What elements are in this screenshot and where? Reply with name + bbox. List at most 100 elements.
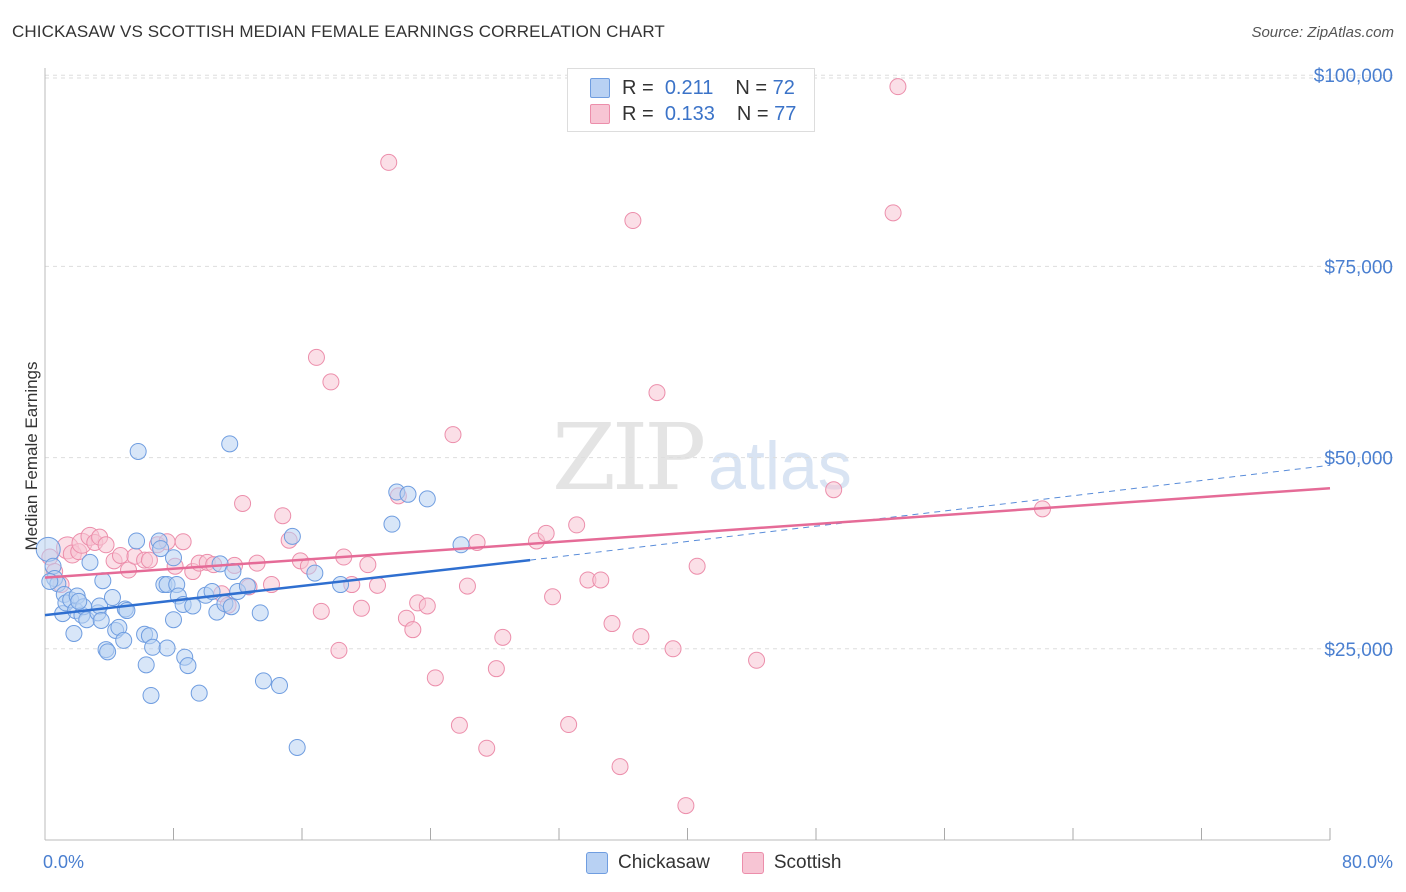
chickasaw-point [383, 515, 401, 533]
bottom-legend-label: Chickasaw [618, 852, 710, 873]
legend-r-value: 0.133 [664, 102, 715, 125]
chickasaw-point [306, 564, 324, 582]
legend-r-label: R = [622, 102, 654, 125]
scottish-point [537, 524, 555, 542]
trend-lines [44, 486, 1331, 617]
scottish-point [677, 797, 695, 815]
scottish-point [478, 739, 496, 757]
scottish-point [111, 546, 129, 564]
y-tick-label: $75,000 [1324, 257, 1393, 278]
trend-extension [530, 464, 1331, 561]
y-tick-label: $25,000 [1324, 640, 1393, 661]
scottish-point [140, 551, 158, 569]
chickasaw-point [81, 553, 99, 571]
scottish-point [611, 758, 629, 776]
scottish-point [688, 557, 706, 575]
chickasaw-point [452, 536, 470, 554]
legend-r-value: 0.211 [664, 76, 714, 99]
bottom-legend-chickasaw: Chickasaw [586, 852, 710, 874]
x-tick-label: 80.0% [1342, 852, 1393, 872]
chickasaw-point [165, 611, 182, 629]
chickasaw-point [137, 656, 155, 674]
chickasaw-point [129, 442, 147, 460]
bottom-legend: Chickasaw Scottish [586, 852, 873, 874]
scottish-trend-line [44, 486, 1331, 579]
chickasaw-trend-line [44, 558, 531, 617]
legend-n-value: 77 [774, 102, 797, 125]
scottish-point [426, 669, 444, 687]
legend-n-value: 72 [772, 76, 795, 99]
chickasaw-point [115, 631, 133, 649]
chickasaw-swatch [590, 78, 610, 98]
chickasaw-point [165, 549, 182, 567]
scottish-point [312, 602, 330, 620]
chickasaw-point [103, 589, 121, 607]
chickasaw-point [251, 604, 269, 622]
chart-title: CHICKASAW VS SCOTTISH MEDIAN FEMALE EARN… [12, 22, 665, 41]
scottish-point [560, 716, 578, 734]
scottish-point [234, 494, 252, 512]
legend-n-label: N = [735, 76, 768, 99]
legend: R = 0.211 N = 72 R = 0.133 N = 77 [567, 68, 815, 132]
chickasaw-point [254, 672, 272, 690]
scottish-point [458, 577, 476, 595]
legend-row-scottish: R = 0.133 N = 77 [590, 103, 796, 125]
chickasaw-point [399, 485, 417, 503]
scottish-point [624, 212, 642, 230]
scottish-point [359, 556, 377, 574]
scottish-point [174, 533, 192, 551]
y-axis-label: Median Female Earnings [22, 362, 41, 551]
bottom-legend-label: Scottish [773, 852, 842, 873]
legend-n-label: N = [736, 102, 769, 125]
chickasaw-points [35, 435, 470, 756]
scottish-point [592, 571, 610, 589]
scottish-point [632, 628, 650, 646]
chickasaw-point [283, 527, 301, 545]
scottish-point [418, 597, 436, 615]
chickasaw-point [221, 435, 239, 453]
scottish-point [825, 481, 843, 499]
scottish-point [748, 651, 766, 669]
chickasaw-point [238, 577, 256, 595]
scottish-point [322, 373, 340, 391]
y-tick-label: $50,000 [1324, 449, 1393, 470]
chickasaw-point [99, 643, 117, 661]
chickasaw-point [179, 657, 197, 675]
scottish-point [352, 599, 370, 617]
chickasaw-point [332, 576, 350, 594]
scottish-point [648, 384, 666, 402]
scottish-point [380, 153, 398, 171]
chickasaw-point [158, 639, 176, 657]
chickasaw-point [184, 597, 202, 615]
chickasaw-trend-extension [530, 464, 1331, 561]
chickasaw-point [142, 686, 160, 704]
scottish-point [603, 615, 621, 633]
scottish-point [330, 641, 348, 659]
chickasaw-point [288, 738, 306, 756]
scottish-point [544, 588, 562, 606]
chickasaw-point [418, 490, 436, 508]
scottish-point [568, 516, 586, 534]
watermark: ZIPatlas [552, 404, 852, 511]
chickasaw-point [271, 677, 289, 695]
scottish-swatch [590, 104, 610, 124]
chickasaw-point [222, 598, 240, 616]
scottish-swatch [741, 852, 764, 874]
scottish-point [307, 348, 325, 366]
x-tick-label: 0.0% [43, 852, 84, 872]
chickasaw-point [144, 638, 162, 656]
legend-row-chickasaw: R = 0.211 N = 72 [590, 77, 795, 99]
scottish-points [41, 78, 1051, 815]
scottish-point [889, 78, 907, 96]
scottish-point [487, 660, 505, 678]
scottish-point [664, 640, 682, 658]
chickasaw-point [65, 625, 83, 643]
scottish-point [274, 507, 292, 525]
chickasaw-point [70, 592, 88, 610]
scottish-point [404, 621, 422, 639]
scottish-point [450, 716, 468, 734]
scottish-point [444, 426, 462, 444]
axes [44, 68, 1331, 841]
chickasaw-swatch [586, 852, 608, 874]
